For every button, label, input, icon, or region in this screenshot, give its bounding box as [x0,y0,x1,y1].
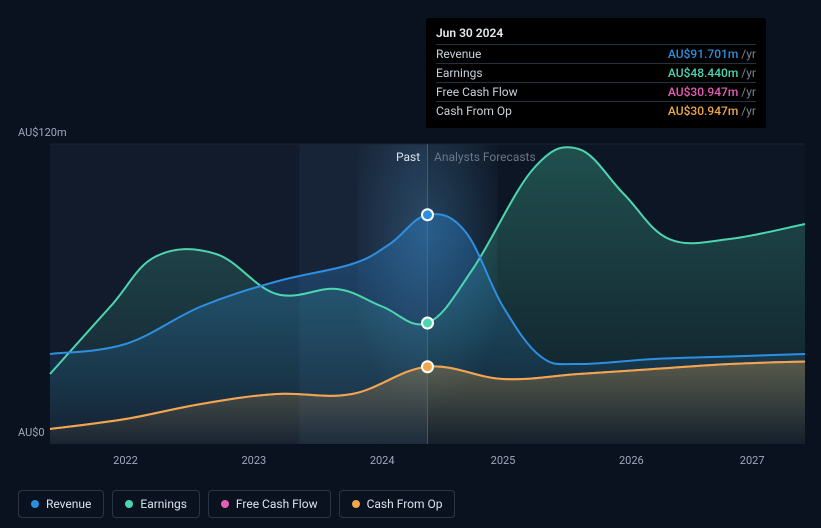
legend-dot-icon [352,500,360,508]
tooltip-value: AU$30.947m [668,104,738,118]
y-axis-label-top: AU$120m [18,126,67,139]
marker-revenue [422,209,433,220]
tooltip-value: AU$48.440m [668,66,738,80]
tooltip-unit: /yr [741,66,756,80]
marker-earnings [422,318,433,329]
legend-dot-icon [221,500,229,508]
tooltip-row: Cash From OpAU$30.947m/yr [436,102,756,120]
tooltip-row: EarningsAU$48.440m/yr [436,64,756,83]
x-tick-2026: 2026 [619,454,644,467]
tooltip-unit: /yr [741,85,756,99]
tooltip-value: AU$30.947m [668,85,738,99]
tooltip-key: Earnings [436,66,668,80]
legend-item-cash-from-op[interactable]: Cash From Op [339,490,456,518]
data-tooltip: Jun 30 2024 RevenueAU$91.701m/yrEarnings… [426,18,766,128]
x-tick-2024: 2024 [370,454,395,467]
x-tick-2027: 2027 [740,454,765,467]
legend-dot-icon [31,500,39,508]
tooltip-value: AU$91.701m [668,47,738,61]
forecast-label: Analysts Forecasts [434,150,536,164]
x-tick-2022: 2022 [113,454,138,467]
tooltip-key: Revenue [436,47,668,61]
tooltip-unit: /yr [741,47,756,61]
tooltip-row: RevenueAU$91.701m/yr [436,45,756,64]
marker-cfo [422,361,433,372]
legend-label: Cash From Op [367,497,443,511]
legend-item-earnings[interactable]: Earnings [112,490,200,518]
legend-item-revenue[interactable]: Revenue [18,490,104,518]
past-label: Past [396,150,420,164]
chart-root: AU$120m AU$0 Past Analysts Forecasts 202… [0,0,821,524]
legend-label: Revenue [46,497,91,511]
tooltip-row: Free Cash FlowAU$30.947m/yr [436,83,756,102]
legend-label: Free Cash Flow [236,497,318,511]
y-axis-label-bottom: AU$0 [18,426,45,439]
legend: Revenue Earnings Free Cash Flow Cash From O… [18,490,455,518]
legend-label: Earnings [140,497,187,511]
tooltip-unit: /yr [741,104,756,118]
tooltip-date: Jun 30 2024 [436,26,756,45]
legend-item-free-cash-flow[interactable]: Free Cash Flow [208,490,331,518]
legend-dot-icon [125,500,133,508]
x-tick-2023: 2023 [241,454,266,467]
tooltip-key: Cash From Op [436,104,668,118]
x-tick-2025: 2025 [491,454,516,467]
tooltip-key: Free Cash Flow [436,85,668,99]
